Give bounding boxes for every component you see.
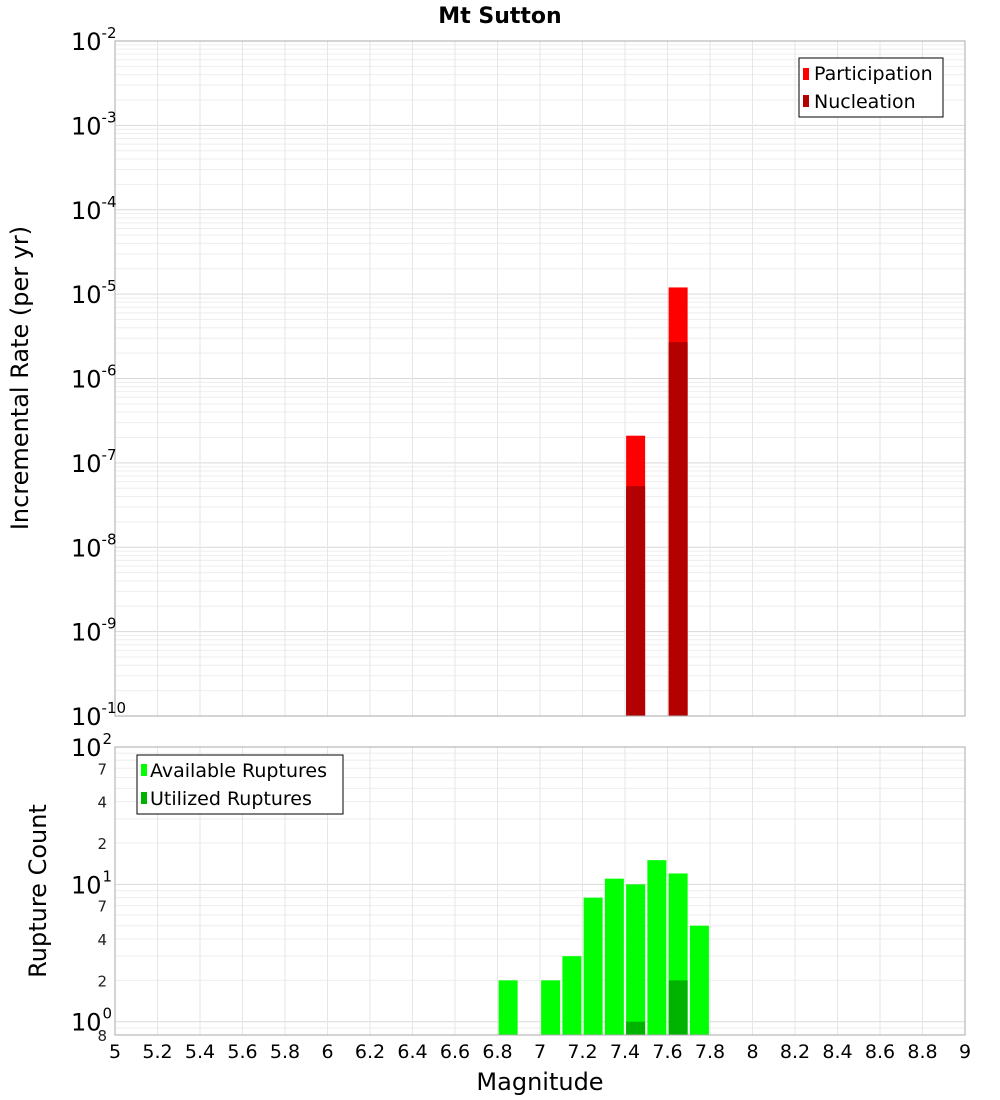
top-plot-frame (114, 40, 966, 717)
available-ruptures-bar (562, 956, 582, 1035)
x-tick-label: 7.4 (610, 1041, 640, 1063)
bottom-y-tick-label: 101 (71, 867, 112, 899)
top-legend: Participation Nucleation (798, 57, 944, 118)
x-tick-label: 6.4 (397, 1041, 427, 1063)
top-y-tick-label: 10-2 (71, 24, 117, 56)
legend-label-utilized: Utilized Ruptures (150, 788, 312, 810)
top-y-axis-label: Incremental Rate (per yr) (6, 226, 34, 530)
x-tick-label: 8.8 (907, 1041, 937, 1063)
x-tick-label: 5.6 (227, 1041, 257, 1063)
top-y-tick-label: 10-4 (71, 193, 117, 225)
x-tick-label: 6.6 (440, 1041, 470, 1063)
x-tick-label: 6.2 (355, 1041, 385, 1063)
x-tick-label: 8.6 (865, 1041, 895, 1063)
legend-swatch-available (141, 764, 147, 776)
bottom-legend-box (136, 754, 344, 815)
bottom-y-minor-tick-label: 4 (97, 931, 107, 949)
nucleation-bar (668, 342, 688, 716)
x-ticks: 5 5.2 5.4 5.6 5.8 6 6.2 6.4 6.6 6.8 7 7.2 7.4 7.6 7.8 8… (109, 1041, 971, 1063)
available-ruptures-bar (541, 980, 561, 1035)
available-ruptures-bar (626, 884, 646, 1035)
top-bars (626, 287, 688, 716)
bottom-legend: Available Ruptures Utilized Ruptures (136, 754, 344, 815)
top-y-tick-label: 10-6 (71, 362, 117, 394)
top-y-tick-label: 10-10 (71, 699, 126, 731)
available-ruptures-bar (498, 980, 518, 1035)
legend-label-available: Available Ruptures (150, 760, 327, 782)
top-grid (114, 40, 966, 717)
top-y-tick-label: 10-7 (71, 446, 117, 478)
available-ruptures-bar (604, 878, 624, 1035)
bottom-bars (498, 860, 709, 1035)
x-tick-label: 5.2 (142, 1041, 172, 1063)
bottom-y-minor-tick-label: 4 (97, 794, 107, 812)
utilized-ruptures-bar (668, 980, 688, 1035)
top-y-ticks: 10-2 10-3 10-4 10-5 10-6 10-7 10-8 10-9 10-10 (71, 24, 126, 731)
legend-swatch-utilized (141, 792, 147, 804)
x-tick-label: 5.8 (270, 1041, 300, 1063)
x-tick-label: 8.2 (780, 1041, 810, 1063)
top-y-tick-label: 10-5 (71, 277, 117, 309)
legend-label-participation: Participation (814, 63, 933, 85)
legend-swatch-nucleation (803, 95, 809, 107)
bottom-y-minor-tick-label: 7 (97, 898, 107, 916)
bottom-plot: 102 101 100 7 4 2 7 4 2 8 5 5.2 5.4 5.6 5.8 6 6.2 6.4 6.6… (24, 730, 971, 1096)
available-ruptures-bar (583, 897, 603, 1035)
available-ruptures-bar (689, 925, 709, 1035)
utilized-ruptures-bar (626, 1021, 646, 1035)
top-y-tick-label: 10-3 (71, 108, 117, 140)
legend-swatch-participation (803, 68, 809, 80)
bottom-y-minor-tick-label: 7 (97, 760, 107, 778)
x-tick-label: 5 (109, 1041, 121, 1063)
bottom-y-ticks: 102 101 100 7 4 2 7 4 2 8 (71, 730, 112, 1045)
x-tick-label: 5.4 (185, 1041, 215, 1063)
top-y-tick-label: 10-8 (71, 530, 117, 562)
bottom-y-tick-label: 100 (71, 1005, 112, 1037)
x-tick-label: 6.8 (482, 1041, 512, 1063)
x-tick-label: 9 (959, 1041, 971, 1063)
x-tick-label: 8.4 (822, 1041, 852, 1063)
top-legend-box (798, 57, 944, 118)
bottom-y-minor-tick-label: 2 (97, 835, 107, 853)
legend-label-nucleation: Nucleation (814, 91, 916, 113)
bottom-y-axis-label: Rupture Count (24, 804, 52, 978)
bottom-y-tick-label: 102 (71, 730, 112, 762)
bottom-y-minor-tick-label: 8 (97, 1027, 107, 1045)
bottom-plot-frame (114, 746, 966, 1036)
x-axis-label: Magnitude (476, 1068, 603, 1096)
chart-title: Mt Sutton (438, 4, 561, 29)
top-plot: 10-2 10-3 10-4 10-5 10-6 10-7 10-8 10-9 10-10 In… (6, 24, 966, 731)
available-ruptures-bar (647, 860, 667, 1035)
x-tick-label: 6 (321, 1041, 333, 1063)
x-tick-label: 7.6 (652, 1041, 682, 1063)
bottom-y-minor-tick-label: 2 (97, 972, 107, 990)
top-y-tick-label: 10-9 (71, 615, 117, 647)
nucleation-bar (626, 486, 646, 716)
x-tick-label: 7.8 (695, 1041, 725, 1063)
x-tick-label: 7.2 (567, 1041, 597, 1063)
x-tick-label: 8 (746, 1041, 758, 1063)
x-tick-label: 7 (534, 1041, 546, 1063)
